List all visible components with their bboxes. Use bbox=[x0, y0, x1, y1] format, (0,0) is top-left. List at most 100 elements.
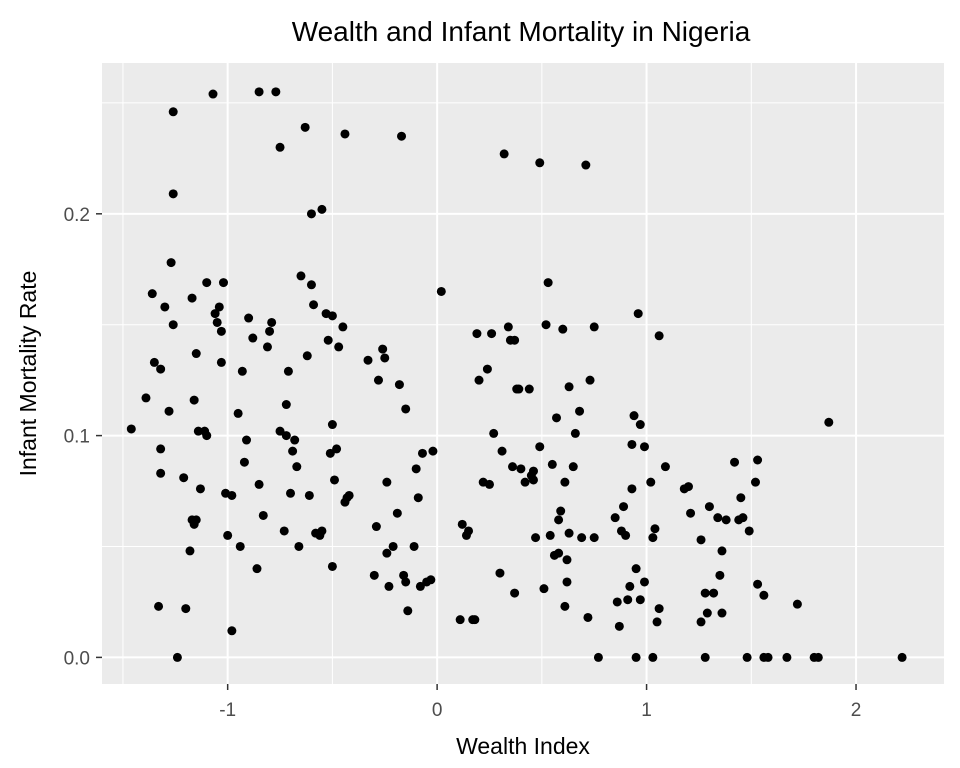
x-axis-title: Wealth Index bbox=[456, 733, 590, 759]
data-point bbox=[294, 541, 304, 551]
data-point bbox=[267, 317, 277, 327]
data-point bbox=[510, 335, 520, 345]
y-tick-label: 0.0 bbox=[64, 648, 90, 669]
data-point bbox=[327, 561, 337, 571]
data-point bbox=[648, 652, 658, 662]
data-point bbox=[371, 522, 381, 532]
data-point bbox=[585, 375, 595, 385]
data-point bbox=[141, 393, 151, 403]
data-point bbox=[700, 588, 710, 598]
data-point bbox=[564, 382, 574, 392]
data-point bbox=[306, 280, 316, 290]
data-point bbox=[384, 581, 394, 591]
data-point bbox=[736, 493, 746, 503]
data-point bbox=[281, 400, 291, 410]
data-point bbox=[265, 326, 275, 336]
y-tick-label: 0.1 bbox=[64, 427, 90, 448]
data-point bbox=[782, 652, 792, 662]
data-point bbox=[717, 608, 727, 618]
data-point bbox=[625, 581, 635, 591]
data-point bbox=[744, 526, 754, 536]
data-point bbox=[581, 160, 591, 170]
data-point bbox=[474, 375, 484, 385]
data-point bbox=[300, 122, 310, 132]
data-point bbox=[562, 555, 572, 565]
data-point bbox=[631, 564, 641, 574]
data-point bbox=[262, 342, 272, 352]
data-point bbox=[254, 87, 264, 97]
data-point bbox=[239, 457, 249, 467]
data-point bbox=[730, 457, 740, 467]
data-point bbox=[631, 652, 641, 662]
data-point bbox=[792, 599, 802, 609]
data-point bbox=[172, 652, 182, 662]
data-point bbox=[380, 353, 390, 363]
x-tick-label: 1 bbox=[641, 700, 652, 721]
data-point bbox=[369, 570, 379, 580]
data-point bbox=[621, 530, 631, 540]
data-point bbox=[554, 515, 564, 525]
data-point bbox=[564, 528, 574, 538]
data-point bbox=[271, 87, 281, 97]
data-point bbox=[539, 584, 549, 594]
data-point bbox=[397, 131, 407, 141]
data-point bbox=[499, 149, 509, 159]
data-point bbox=[401, 404, 411, 414]
data-point bbox=[340, 129, 350, 139]
data-point bbox=[156, 444, 166, 454]
data-point bbox=[560, 601, 570, 611]
x-axis-ticks: -1 0 1 2 bbox=[219, 684, 861, 721]
x-tick-label: -1 bbox=[219, 700, 236, 721]
data-point bbox=[181, 604, 191, 614]
data-point bbox=[759, 590, 769, 600]
data-point bbox=[168, 189, 178, 199]
data-point bbox=[154, 601, 164, 611]
data-point bbox=[489, 428, 499, 438]
data-point bbox=[455, 615, 465, 625]
data-point bbox=[233, 408, 243, 418]
data-point bbox=[575, 406, 585, 416]
data-point bbox=[344, 490, 354, 500]
data-point bbox=[635, 420, 645, 430]
data-point bbox=[528, 475, 538, 485]
data-point bbox=[329, 475, 339, 485]
data-point bbox=[216, 357, 226, 367]
data-point bbox=[715, 570, 725, 580]
data-point bbox=[520, 477, 530, 487]
data-point bbox=[704, 502, 714, 512]
data-point bbox=[363, 355, 373, 365]
data-point bbox=[334, 342, 344, 352]
data-point bbox=[750, 477, 760, 487]
data-point bbox=[589, 322, 599, 332]
data-point bbox=[623, 595, 633, 605]
data-point bbox=[487, 329, 497, 339]
data-point bbox=[510, 588, 520, 598]
data-point bbox=[696, 617, 706, 627]
data-point bbox=[317, 526, 327, 536]
data-point bbox=[309, 300, 319, 310]
data-point bbox=[482, 364, 492, 374]
y-axis-ticks: 0.0 0.1 0.2 bbox=[64, 205, 102, 669]
data-point bbox=[696, 535, 706, 545]
data-point bbox=[552, 413, 562, 423]
data-point bbox=[763, 652, 773, 662]
data-point bbox=[325, 448, 335, 458]
data-point bbox=[290, 435, 300, 445]
data-point bbox=[650, 524, 660, 534]
data-point bbox=[160, 302, 170, 312]
data-point bbox=[185, 546, 195, 556]
data-point bbox=[683, 482, 693, 492]
data-point bbox=[686, 508, 696, 518]
data-point bbox=[417, 448, 427, 458]
data-point bbox=[514, 384, 524, 394]
data-point bbox=[614, 621, 624, 631]
data-point bbox=[147, 289, 157, 299]
data-point bbox=[149, 357, 159, 367]
data-point bbox=[593, 652, 603, 662]
data-point bbox=[897, 652, 907, 662]
data-point bbox=[457, 519, 467, 529]
y-tick-label: 0.2 bbox=[64, 205, 90, 226]
chart-title: Wealth and Infant Mortality in Nigeria bbox=[292, 16, 751, 47]
data-point bbox=[409, 541, 419, 551]
data-point bbox=[189, 395, 199, 405]
